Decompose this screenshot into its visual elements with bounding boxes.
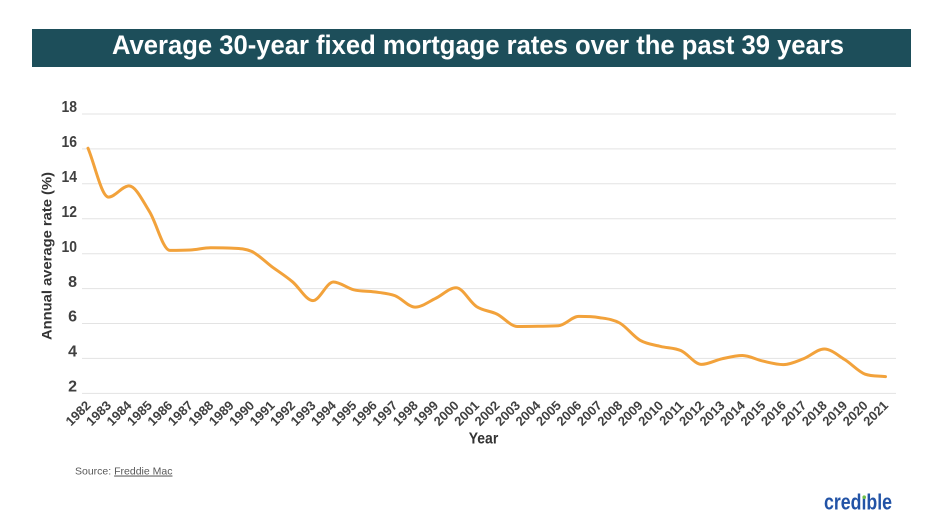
svg-text:16: 16 bbox=[62, 134, 78, 151]
svg-text:Average 30-year fixed mortgage: Average 30-year fixed mortgage rates ove… bbox=[112, 30, 844, 60]
svg-text:14: 14 bbox=[62, 169, 78, 186]
svg-text:6: 6 bbox=[68, 309, 77, 326]
svg-text:Annual average rate (%): Annual average rate (%) bbox=[40, 172, 55, 340]
svg-text:Year: Year bbox=[469, 431, 499, 448]
svg-text:Source: Freddie Mac: Source: Freddie Mac bbox=[75, 466, 172, 478]
svg-text:10: 10 bbox=[62, 239, 78, 256]
svg-text:8: 8 bbox=[68, 274, 77, 291]
svg-text:credıble: credıble bbox=[824, 490, 892, 515]
svg-text:12: 12 bbox=[62, 204, 78, 221]
svg-text:2: 2 bbox=[68, 379, 77, 396]
svg-text:4: 4 bbox=[68, 344, 77, 361]
svg-text:18: 18 bbox=[62, 99, 78, 116]
